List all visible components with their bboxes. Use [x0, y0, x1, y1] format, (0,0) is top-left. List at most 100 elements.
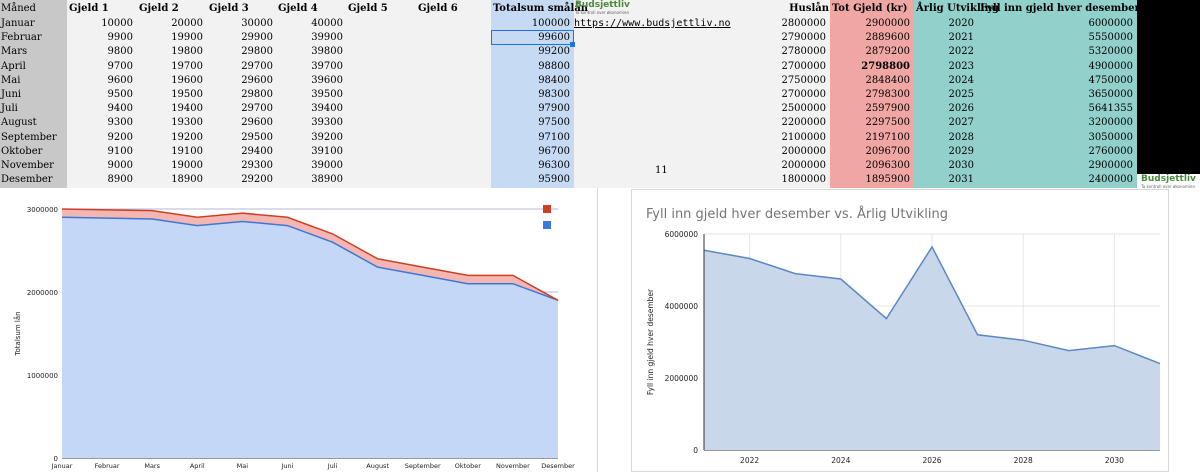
cell-year[interactable]: 2030 [948, 160, 974, 171]
cell-fyll[interactable]: 4750000 [1088, 74, 1133, 86]
cell-g4[interactable]: 39300 [311, 117, 343, 129]
cell-g4[interactable]: 39100 [311, 145, 343, 157]
cell-hus[interactable]: 2500000 [781, 103, 826, 115]
cell-g1[interactable]: 9700 [107, 60, 133, 72]
cell-g4[interactable]: 39700 [311, 60, 343, 72]
cell-fyll[interactable]: 4900000 [1088, 60, 1133, 72]
header-cell[interactable]: Gjeld 3 [209, 3, 249, 14]
header-cell[interactable]: Gjeld 5 [348, 3, 388, 14]
cell-g2[interactable]: 19300 [171, 117, 203, 129]
cell-tot[interactable]: 2798300 [865, 89, 910, 100]
cell-fyll[interactable]: 3200000 [1088, 117, 1133, 129]
cell-g1[interactable]: 9900 [107, 32, 133, 44]
cell-g1[interactable]: 9100 [107, 145, 133, 157]
cell-total[interactable]: 97100 [538, 131, 570, 143]
cell-month[interactable]: Februar [1, 32, 42, 44]
cell-hus[interactable]: 2780000 [781, 46, 826, 58]
cell-year[interactable]: 2020 [948, 18, 974, 29]
cell-g3[interactable]: 29600 [241, 74, 273, 86]
cell-hus[interactable]: 2750000 [781, 74, 826, 86]
cell-year[interactable]: 2025 [948, 89, 974, 100]
cell-fyll[interactable]: 2760000 [1088, 145, 1133, 157]
cell-hus[interactable]: 2000000 [781, 160, 826, 171]
cell-hus[interactable]: 2700000 [781, 89, 826, 100]
cell-g2[interactable]: 19900 [171, 32, 203, 44]
cell-total[interactable]: 99200 [538, 46, 570, 58]
cell-total[interactable]: 96300 [538, 160, 570, 171]
cell-g3[interactable]: 30000 [241, 18, 273, 29]
legend-swatch-blue[interactable] [543, 221, 551, 229]
cell-hus[interactable]: 2000000 [781, 145, 826, 157]
cell-tot[interactable]: 2798800 [861, 60, 910, 72]
cell-g2[interactable]: 19400 [171, 103, 203, 115]
cell-g1[interactable]: 8900 [107, 174, 133, 186]
cell-hus[interactable]: 2100000 [781, 131, 826, 143]
cell-fyll[interactable]: 5550000 [1088, 32, 1133, 44]
cell-g4[interactable]: 39400 [311, 103, 343, 115]
cell-g3[interactable]: 29700 [241, 103, 273, 115]
cell-g4[interactable]: 39500 [311, 89, 343, 100]
cell-fyll[interactable]: 2400000 [1088, 174, 1133, 186]
header-cell[interactable]: Totalsum smålån [493, 3, 589, 14]
cell-total[interactable]: 95900 [538, 174, 570, 186]
cell-g1[interactable]: 9800 [107, 46, 133, 58]
cell-g3[interactable]: 29700 [241, 60, 273, 72]
cell-tot[interactable]: 2889600 [865, 32, 910, 44]
cell-hus[interactable]: 2790000 [781, 32, 826, 44]
cell-total[interactable]: 98800 [538, 60, 570, 72]
header-cell[interactable]: Tot Gjeld (kr) [832, 3, 908, 14]
cell-g3[interactable]: 29200 [241, 174, 273, 186]
cell-tot[interactable]: 2848400 [865, 74, 910, 86]
cell-fyll[interactable]: 5641355 [1088, 103, 1133, 115]
cell-total[interactable]: 96700 [538, 145, 570, 157]
cell-tot[interactable]: 2096700 [865, 145, 910, 157]
cell-tot[interactable]: 2297500 [865, 117, 910, 129]
cell-g2[interactable]: 19800 [171, 46, 203, 58]
cell-g1[interactable]: 9600 [107, 74, 133, 86]
cell-tot[interactable]: 1895900 [865, 174, 910, 186]
cell-g1[interactable]: 9300 [107, 117, 133, 129]
cell-year[interactable]: 2026 [948, 103, 974, 115]
cell-year[interactable]: 2028 [948, 131, 974, 143]
cell-year[interactable]: 2022 [948, 46, 974, 58]
cell-year[interactable]: 2021 [948, 32, 974, 44]
cell-fyll[interactable]: 6000000 [1088, 18, 1133, 29]
cell-g4[interactable]: 39900 [311, 32, 343, 44]
cell-total[interactable]: 100000 [531, 18, 570, 29]
legend-swatch-red[interactable] [543, 205, 551, 213]
cell-hus[interactable]: 2200000 [781, 117, 826, 129]
cell-g2[interactable]: 19600 [171, 74, 203, 86]
cell-g4[interactable]: 39000 [311, 160, 343, 171]
cell-year[interactable]: 2031 [948, 174, 974, 186]
cell-month[interactable]: Januar [1, 18, 35, 29]
cell-month[interactable]: Mars [1, 46, 28, 58]
header-cell[interactable]: Gjeld 2 [139, 3, 179, 14]
cell-tot[interactable]: 2597900 [865, 103, 910, 115]
cell-tot[interactable]: 2197100 [865, 131, 910, 143]
cell-month[interactable]: November [1, 160, 54, 171]
cell-g1[interactable]: 10000 [101, 18, 133, 29]
cell-month[interactable]: Juli [1, 103, 18, 115]
cell-g2[interactable]: 19500 [171, 89, 203, 100]
header-cell[interactable]: Årlig Utvikling [916, 3, 999, 14]
cell-month[interactable]: Oktober [1, 145, 43, 157]
cell-fyll[interactable]: 2900000 [1088, 160, 1133, 171]
cell-month[interactable]: April [1, 60, 26, 72]
cell-g2[interactable]: 19000 [171, 160, 203, 171]
cell-total[interactable]: 98400 [538, 74, 570, 86]
cell-month[interactable]: September [1, 131, 57, 143]
cell-tot[interactable]: 2879200 [865, 46, 910, 58]
header-cell[interactable]: Gjeld 4 [278, 3, 318, 14]
header-cell[interactable]: Fyll inn gjeld hver desember [980, 3, 1140, 14]
cell-g2[interactable]: 19700 [171, 60, 203, 72]
cell-total[interactable]: 97900 [538, 103, 570, 115]
cell-g4[interactable]: 40000 [311, 18, 343, 29]
cell-g2[interactable]: 20000 [171, 18, 203, 29]
cell-g3[interactable]: 29500 [241, 131, 273, 143]
cell-g2[interactable]: 19100 [171, 145, 203, 157]
cell-year[interactable]: 2027 [948, 117, 974, 129]
cell-month[interactable]: August [1, 117, 37, 129]
cell-g2[interactable]: 18900 [171, 174, 203, 186]
cell-g1[interactable]: 9400 [107, 103, 133, 115]
cell-g3[interactable]: 29900 [241, 32, 273, 44]
